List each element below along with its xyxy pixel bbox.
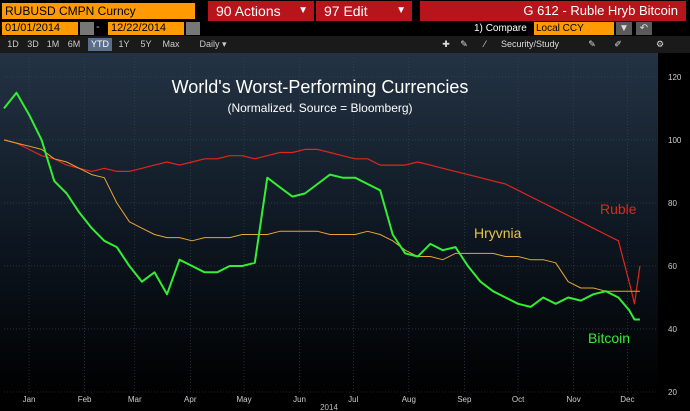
calendar-icon[interactable] [186,22,200,35]
x-tick-label: May [236,395,251,404]
compare-icon: 1) [474,23,483,34]
series-line-ruble [3,139,641,305]
gear-icon[interactable]: ⚙ [655,39,665,49]
actions-label: 90 Actions [216,3,281,19]
series-label-ruble: Ruble [600,201,637,217]
pencil-icon[interactable]: ✎ [460,39,468,49]
x-tick-label: Aug [402,395,416,404]
x-tick-label: Dec [620,395,634,404]
pencil-icon[interactable]: ✐ [614,39,622,49]
x-tick-label: Nov [566,395,580,404]
period-tab-1y[interactable]: 1Y [118,39,130,49]
series-line-hryvnia [3,139,640,292]
plus-icon[interactable]: ✚ [442,39,450,49]
period-tab-5y[interactable]: 5Y [140,39,152,49]
y-tick-label: 100 [668,136,682,145]
period-tab-3d[interactable]: 3D [27,39,39,49]
x-tick-label: Apr [184,395,197,404]
toolbar [0,36,690,53]
series-lines [3,91,641,321]
x-tick-label: Sep [457,395,472,404]
y-axis: 20 40 60 80 100 120 [668,73,682,397]
chart-page-title: G 612 - Ruble Hryb Bitcoin [420,1,686,21]
calendar-icon[interactable] [80,22,94,35]
chevron-down-icon: ▼ [298,5,308,16]
chevron-down-icon: ▼ [396,5,406,16]
compare-label: Compare [485,23,527,34]
actions-button[interactable]: 90 Actions ▼ [208,1,314,21]
period-tab-max[interactable]: Max [162,39,180,49]
triangle-down-icon[interactable]: ▼ [616,22,632,35]
back-arrow-icon[interactable]: ↶ [636,22,652,35]
edit-button[interactable]: 97 Edit ▼ [316,1,412,21]
x-tick-label: Jul [348,395,358,404]
y-tick-label: 40 [668,325,677,334]
period-tab-6m[interactable]: 6M [67,39,81,49]
grid-lines [4,58,656,393]
series-label-hryvnia: Hryvnia [474,225,522,241]
security-study-button[interactable]: Security/Study [500,39,560,49]
y-tick-label: 120 [668,73,682,82]
x-tick-label: Feb [78,395,92,404]
series-label-bitcoin: Bitcoin [588,330,630,346]
x-tick-label: Jan [23,395,36,404]
line-chart: 20 40 60 80 100 120 Jan Feb Mar Apr May Jun Jul Aug S… [0,53,682,411]
edit-label: 97 Edit [324,3,368,19]
y-tick-label: 60 [668,262,677,271]
y-tick-label: 80 [668,199,677,208]
ticker-field[interactable]: RUBUSD CMPN Curncy [2,3,195,19]
end-date-field[interactable]: 12/22/2014 [108,22,184,35]
chart-subtitle: (Normalized. Source = Bloomberg) [227,101,412,115]
trend-icon[interactable]: ⁄ [484,39,486,49]
x-axis-year: 2014 [320,403,338,411]
compare-button[interactable]: 1) Compare [474,22,527,35]
period-tab-ytd[interactable]: YTD [88,38,112,51]
frequency-label: Daily [199,39,220,49]
period-tab-1m[interactable]: 1M [46,39,60,49]
x-tick-label: Mar [128,395,142,404]
plot-background [0,53,658,393]
series-line-bitcoin [3,91,640,321]
x-axis: Jan Feb Mar Apr May Jun Jul Aug Sep Oct Nov Dec [23,395,635,404]
currency-select[interactable]: Local CCY [534,22,614,35]
frequency-select[interactable]: Daily ▾ [199,39,227,49]
start-date-field[interactable]: 01/01/2014 [2,22,78,35]
y-tick-label: 20 [668,388,677,397]
chart-title: World's Worst-Performing Currencies [172,77,469,97]
edit-icon[interactable]: ✎ [588,39,596,49]
period-tab-1d[interactable]: 1D [7,39,19,49]
date-separator: - [96,21,100,33]
x-tick-label: Oct [512,395,525,404]
x-tick-label: Jun [293,395,306,404]
